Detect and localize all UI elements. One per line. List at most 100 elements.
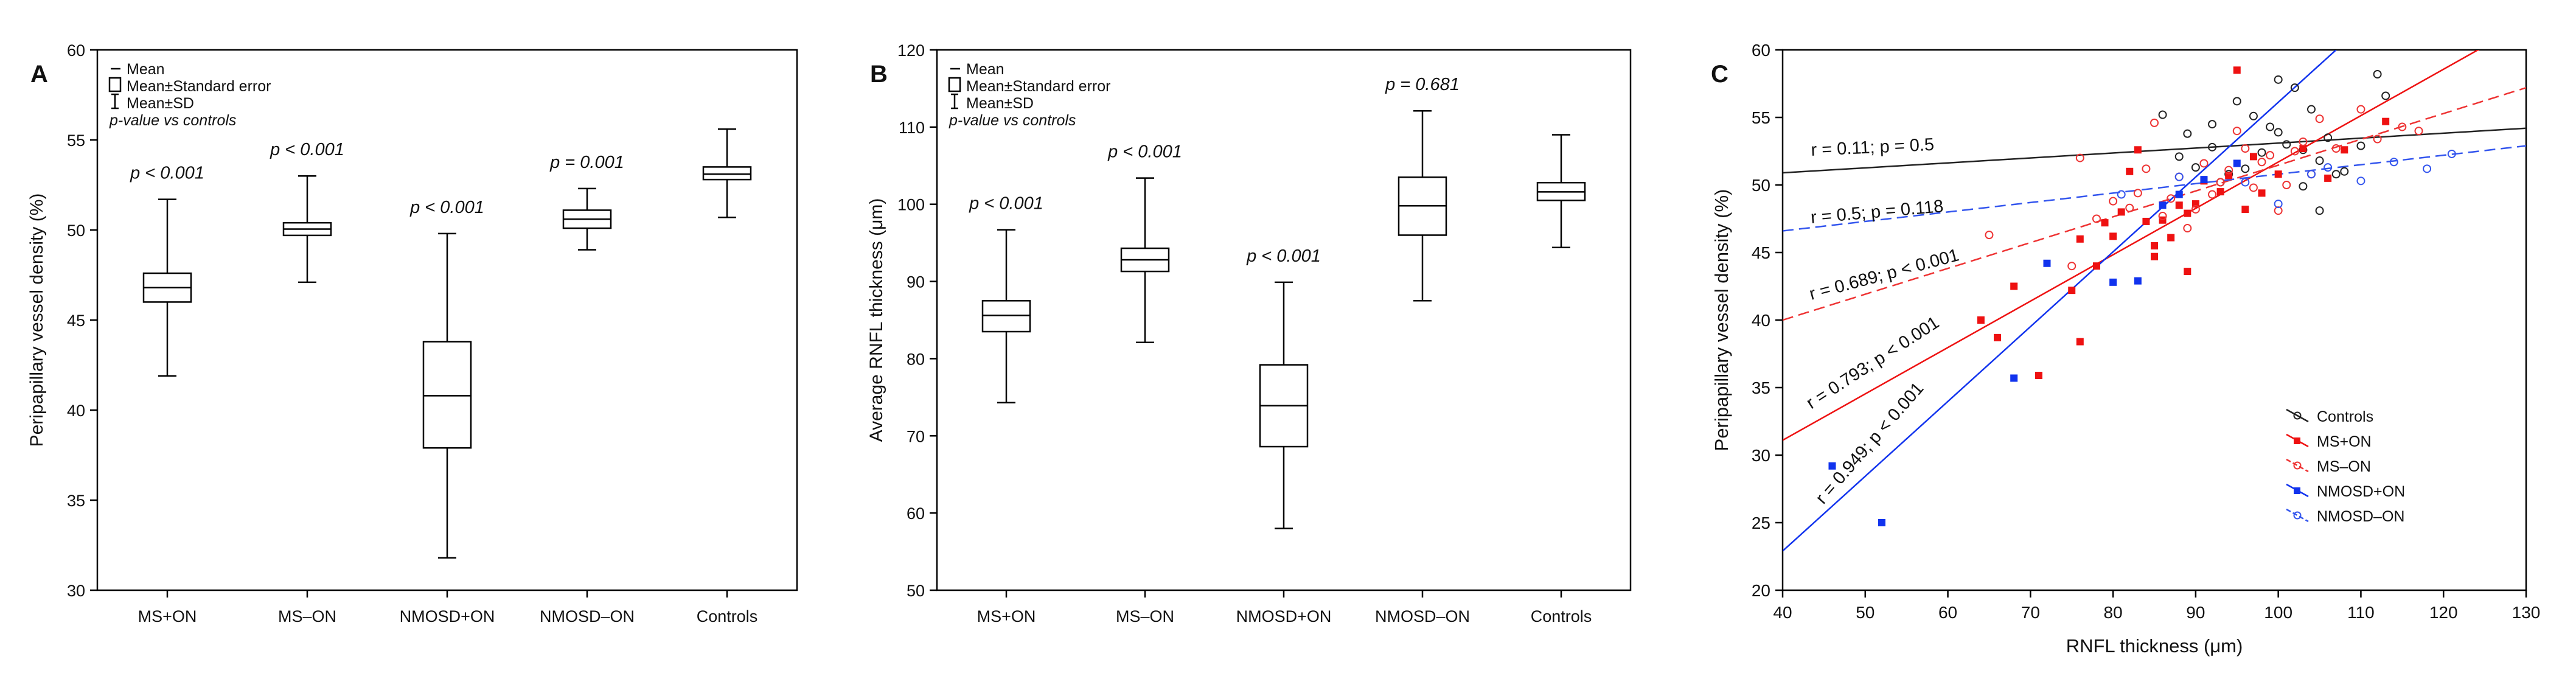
point-s1 (2134, 146, 2142, 154)
point-s3 (2109, 278, 2117, 286)
point-s4 (2117, 190, 2126, 199)
point-s2 (2331, 144, 2341, 153)
point-s1 (2035, 372, 2042, 380)
group-label: NMOSD+ON (1236, 607, 1332, 625)
point-s0 (2274, 75, 2283, 84)
legend-se-box-icon (948, 77, 961, 92)
point-s4 (2389, 158, 2398, 167)
fit-line-0 (1783, 127, 2526, 174)
point-s1 (2117, 208, 2125, 216)
point-s0 (2324, 133, 2333, 142)
group-label: NMOSD–ON (1375, 607, 1470, 625)
point-s2 (2249, 183, 2258, 192)
point-s2 (2232, 127, 2241, 136)
point-s2 (2075, 153, 2084, 162)
fit-lines (1783, 50, 2526, 552)
point-s2 (2092, 214, 2101, 223)
y-tick-label: 45 (1752, 243, 1770, 262)
point-s4 (2174, 172, 2184, 181)
x-tick-label: 120 (2429, 603, 2458, 622)
point-s1 (2184, 268, 2191, 276)
point-s0 (2191, 163, 2200, 172)
point-s1 (2076, 235, 2084, 243)
point-s1 (2184, 209, 2191, 217)
y-tick-label: 55 (1752, 108, 1770, 127)
point-s0 (2340, 167, 2349, 176)
point-s1 (2068, 287, 2076, 294)
point-s2 (2150, 118, 2159, 127)
point-s2 (2373, 134, 2382, 144)
point-s3 (2134, 277, 2142, 285)
point-s2 (2290, 147, 2299, 156)
panel-c-x-axis-label: RNFL thickness (μm) (2066, 635, 2243, 657)
point-s0 (2274, 128, 2283, 137)
point-s0 (2315, 156, 2324, 166)
panel-b: B Average RNFL thickness (μm) Mean Mean±… (866, 41, 1632, 625)
point-s0 (2208, 120, 2217, 129)
point-s0 (2282, 140, 2291, 149)
point-s1 (2274, 170, 2282, 178)
y-tick-label: 60 (67, 41, 85, 60)
point-s2 (2208, 190, 2217, 199)
point-s2 (2199, 159, 2209, 168)
p-value-label: p = 0.681 (1385, 75, 1460, 94)
point-s1 (2233, 66, 2241, 74)
legend-label-0: Controls (2317, 408, 2373, 425)
y-tick-label: 50 (1752, 176, 1770, 195)
p-value-label: p < 0.001 (1107, 142, 1182, 162)
y-tick-label: 50 (67, 221, 85, 240)
legend-marker-3 (2294, 487, 2300, 494)
point-s4 (2274, 200, 2283, 209)
panel-b-legend-sd: Mean±SD (966, 95, 1034, 112)
legend-se-box-icon (108, 77, 122, 92)
y-tick-label: 120 (897, 41, 925, 60)
panel-b-legend-se: Mean±Standard error (966, 78, 1110, 95)
group-label: Controls (1531, 607, 1592, 625)
point-s1 (2241, 205, 2249, 213)
point-s3 (2010, 374, 2018, 382)
point-s0 (2356, 141, 2365, 150)
x-tick-label: 130 (2512, 603, 2541, 622)
se-box (981, 300, 1031, 333)
group-label: Controls (697, 607, 758, 625)
point-s1 (2258, 189, 2266, 197)
point-s0 (2381, 91, 2390, 100)
point-s1 (2299, 145, 2307, 153)
p-value-label: p < 0.001 (1246, 246, 1321, 266)
point-s1 (1994, 333, 2002, 341)
panel-a-y-axis-label: Peripapillary vessel density (%) (27, 193, 47, 447)
panel-a-letter: A (30, 61, 48, 88)
point-s0 (2208, 142, 2217, 152)
point-s3 (2175, 190, 2183, 198)
legend-line-0 (2286, 408, 2309, 423)
legend-marker-1 (2294, 437, 2300, 444)
x-tick-label: 90 (2186, 603, 2205, 622)
panel-a-legend-pvalue: p-value vs controls (109, 112, 236, 129)
point-s1 (2382, 117, 2390, 125)
point-s3 (1828, 462, 1836, 470)
panel-c-legend: Controls MS+ON MS–ON NMOSD+ON NMOSD–ON (2286, 408, 2405, 525)
point-s4 (2306, 170, 2316, 179)
x-tick-label: 70 (2021, 603, 2040, 622)
legend-label-3: NMOSD+ON (2317, 483, 2405, 500)
group-label: MS–ON (278, 607, 336, 625)
legend-label-1: MS+ON (2317, 433, 2372, 450)
y-tick-label: 45 (67, 312, 85, 330)
point-s3 (2043, 259, 2051, 267)
y-tick-label: 30 (1752, 446, 1770, 465)
group-label: MS–ON (1116, 607, 1174, 625)
point-s2 (2224, 166, 2233, 175)
point-s1 (2175, 201, 2183, 209)
y-tick-label: 50 (907, 582, 925, 600)
point-s0 (2373, 69, 2382, 78)
y-tick-label: 40 (67, 402, 85, 420)
panel-b-legend-pvalue: p-value vs controls (949, 112, 1076, 129)
point-s1 (2076, 338, 2084, 346)
x-tick-label: 40 (1773, 603, 1792, 622)
point-s2 (2299, 137, 2308, 146)
panel-b-plot-area: 50 60 70 80 90 100 110 120 MS+ON p < 0.001 MS–ON p … (897, 41, 1592, 625)
point-s4 (2241, 178, 2250, 187)
y-tick-label: 30 (67, 582, 85, 600)
x-tick-label: 50 (1856, 603, 1875, 622)
point-s0 (2183, 129, 2192, 138)
